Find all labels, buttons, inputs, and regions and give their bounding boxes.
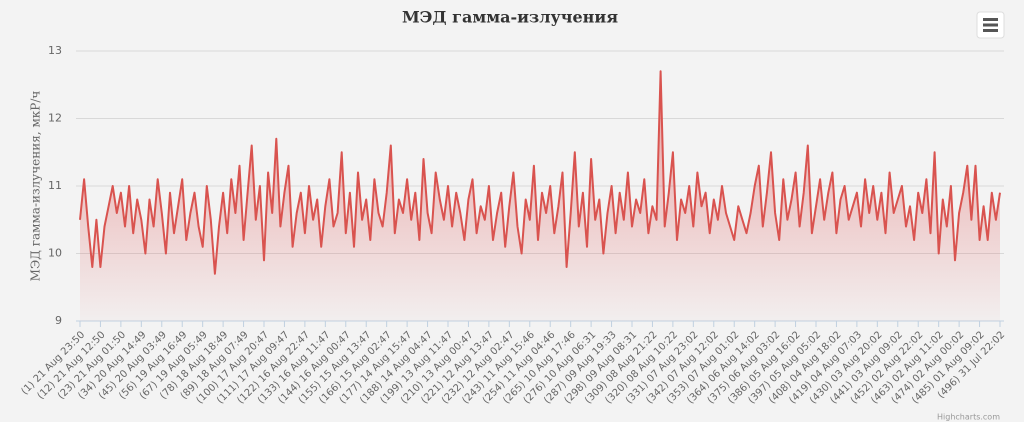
credit: Highcharts.com bbox=[937, 413, 1000, 422]
y-tick-label: 11 bbox=[48, 179, 62, 192]
chart-title: МЭД гамма-излучения bbox=[402, 8, 618, 27]
y-tick-label: 12 bbox=[48, 112, 62, 125]
menu-button[interactable] bbox=[976, 11, 1005, 39]
line bbox=[79, 70, 1001, 275]
y-tick-label: 9 bbox=[55, 314, 62, 327]
y-tick-label: 10 bbox=[48, 247, 62, 260]
y-axis-title: МЭД гамма-излучения, мкР/ч bbox=[29, 91, 43, 282]
area bbox=[80, 71, 1000, 321]
menu-icon[interactable] bbox=[983, 18, 998, 32]
y-tick-label: 13 bbox=[48, 44, 62, 57]
